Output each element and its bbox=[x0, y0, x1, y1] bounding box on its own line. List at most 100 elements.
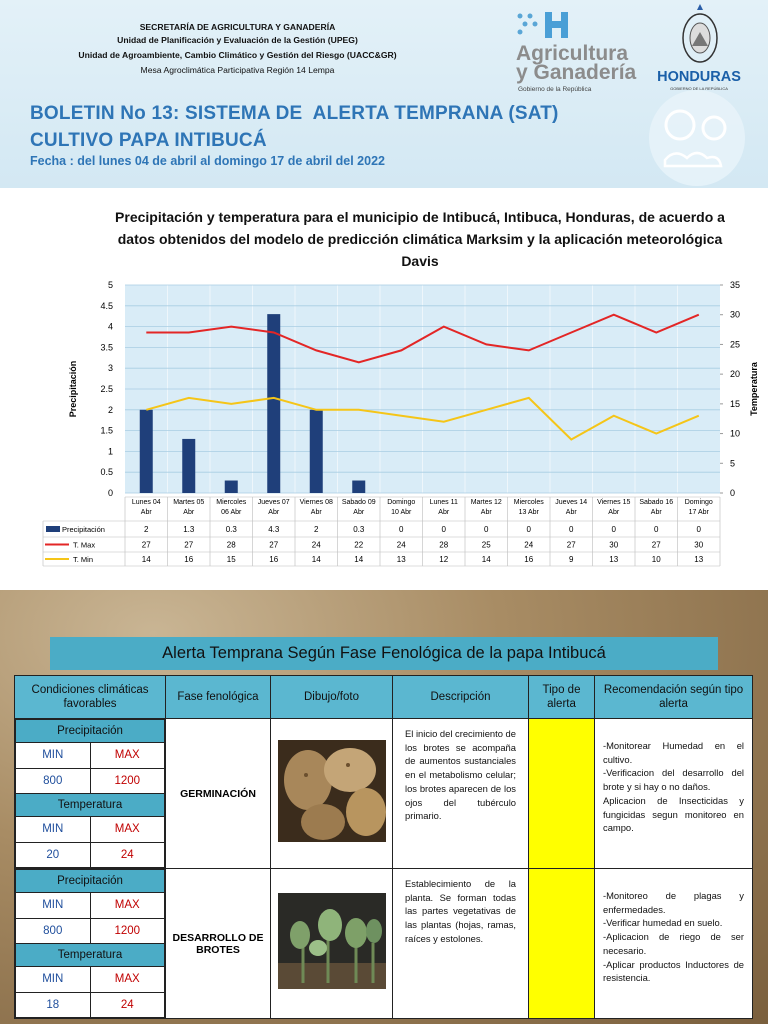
column-header: Dibujo/foto bbox=[270, 675, 393, 719]
y-tick-label: 4.5 bbox=[100, 301, 113, 311]
y2-tick-label: 20 bbox=[730, 369, 740, 379]
y-tick-label: 3 bbox=[108, 363, 113, 373]
min-label: MIN bbox=[15, 966, 91, 993]
recommendation-line: -Aplicar productos Inductores de resiste… bbox=[603, 958, 744, 984]
max-label: MAX bbox=[89, 892, 165, 919]
x-tick-label: Miercoles 13 Abr bbox=[513, 499, 544, 516]
category-cell: Viernes 15 Abr bbox=[597, 499, 631, 516]
bar bbox=[267, 314, 281, 493]
table-body: Precipitación MIN MAX 800 1200 Temperatura… bbox=[14, 718, 753, 1019]
temp-max: 24 bbox=[89, 841, 165, 868]
recommendation-line: -Aplicacion de riego de ser necesario. bbox=[603, 931, 744, 956]
table-value: 0 bbox=[442, 525, 447, 534]
column-header: Descripción bbox=[392, 675, 529, 719]
line bbox=[146, 313, 700, 364]
precip-max: 1200 bbox=[89, 917, 165, 944]
y2-tick-label: 0 bbox=[730, 488, 735, 498]
precip-min: 800 bbox=[15, 767, 91, 794]
bar bbox=[224, 480, 238, 493]
category-cell: Martes 12 Abr bbox=[470, 499, 502, 516]
header-band: SECRETARÍA DE AGRICULTURA Y GANADERÍA Un… bbox=[0, 0, 768, 188]
alert-cell bbox=[528, 718, 595, 869]
table-value: 2 bbox=[144, 525, 149, 534]
min-label: MIN bbox=[15, 892, 91, 919]
x-tick-label: Viernes 15 Abr bbox=[597, 499, 631, 516]
table-value: 2 bbox=[314, 525, 319, 534]
category-cell: Sabado 09 Abr bbox=[341, 499, 376, 516]
y2-tick-label: 15 bbox=[730, 399, 740, 409]
table-value: 9 bbox=[569, 555, 574, 564]
table-value: 30 bbox=[609, 541, 618, 550]
y-tick-label: 0.5 bbox=[100, 467, 113, 477]
table-value: 28 bbox=[439, 541, 448, 550]
y2-tick-label: 5 bbox=[730, 458, 735, 468]
cloud-decoration bbox=[649, 90, 745, 186]
y-tick-label: 1 bbox=[108, 446, 113, 456]
condition-label: Temperatura bbox=[15, 943, 165, 967]
table-value: 24 bbox=[397, 541, 406, 550]
condition-label: Precipitación bbox=[15, 869, 165, 893]
table-value: 15 bbox=[227, 555, 236, 564]
temp-max: 24 bbox=[89, 991, 165, 1018]
category-cell: Martes 05 Abr bbox=[173, 499, 205, 516]
header-line: SECRETARÍA DE AGRICULTURA Y GANADERÍA bbox=[139, 22, 336, 32]
category-cell: Miercoles 13 Abr bbox=[513, 499, 544, 516]
y2-tick-label: 10 bbox=[730, 429, 740, 439]
picture-cell bbox=[270, 718, 393, 869]
legend-label: T. Min bbox=[73, 555, 93, 564]
table-value: 14 bbox=[482, 555, 491, 564]
y-tick-label: 4 bbox=[108, 322, 113, 332]
x-tick-label: Lunes 04 Abr bbox=[131, 499, 161, 516]
table-value: 10 bbox=[652, 555, 661, 564]
potato-photo bbox=[277, 740, 386, 842]
header-line: Unidad de Agroambiente, Cambio Climático… bbox=[78, 50, 397, 60]
recommendation-cell: -Monitorear Humedad en el cultivo. -Verif… bbox=[594, 718, 753, 869]
table-title: Alerta Temprana Según Fase Fenológica de… bbox=[50, 637, 718, 670]
x-tick-label: Domingo 17 Abr bbox=[684, 499, 713, 516]
bar bbox=[139, 409, 153, 493]
category-cell: Lunes 04 Abr bbox=[131, 499, 161, 516]
table-value: 27 bbox=[652, 541, 661, 550]
y-tick-label: 1.5 bbox=[100, 426, 113, 436]
cloud-decoration bbox=[664, 109, 696, 141]
y-tick-label: 2 bbox=[108, 405, 113, 415]
recommendation-cell: -Monitoreo de plagas y enfermedades. -Ver… bbox=[594, 868, 753, 1019]
table-value: 0 bbox=[654, 525, 659, 534]
table-value: 13 bbox=[694, 555, 703, 564]
table-value: 14 bbox=[142, 555, 151, 564]
table-value: 13 bbox=[397, 555, 406, 564]
category-cell: Domingo 17 Abr bbox=[684, 499, 713, 516]
alert-cell bbox=[528, 868, 595, 1019]
table-value: 14 bbox=[312, 555, 321, 564]
x-tick-label: Sabado 09 Abr bbox=[341, 499, 376, 516]
table-value: 4.3 bbox=[268, 525, 280, 534]
x-tick-label: Sabado 16 Abr bbox=[639, 499, 674, 516]
phase-row: Precipitación MIN MAX 800 1200 Temperatura… bbox=[14, 868, 753, 1019]
bar bbox=[309, 409, 323, 493]
y-axis-title: Precipitación bbox=[68, 361, 78, 418]
y2-tick-label: 25 bbox=[730, 339, 740, 349]
category-cell: Lunes 11 Abr bbox=[430, 499, 458, 516]
x-tick-label: Miercoles 06 Abr bbox=[216, 499, 247, 516]
column-header: Condiciones climáticas favorables bbox=[14, 675, 166, 719]
table-value: 14 bbox=[354, 555, 363, 564]
category-cell: Jueves 14 Abr bbox=[555, 499, 587, 516]
category-cell: Domingo 10 Abr bbox=[387, 499, 415, 516]
x-tick-label: Martes 05 Abr bbox=[173, 499, 205, 516]
category-cell: Miercoles 06 Abr bbox=[216, 499, 247, 516]
cloud-decoration bbox=[663, 151, 723, 168]
temp-min: 20 bbox=[15, 841, 91, 868]
conditions-cell: Precipitación MIN MAX 800 1200 Temperatura… bbox=[14, 868, 166, 1019]
logo-text: Agricultura bbox=[516, 42, 628, 65]
logos: Agricultura y Ganadería Gobierno de la R… bbox=[516, 4, 745, 186]
y-tick-label: 5 bbox=[108, 280, 113, 290]
min-label: MIN bbox=[15, 816, 91, 843]
category-cell: Sabado 16 Abr bbox=[639, 499, 674, 516]
x-tick-label: Martes 12 Abr bbox=[470, 499, 502, 516]
bar bbox=[352, 480, 366, 493]
phase-cell: GERMINACIÓN bbox=[165, 718, 271, 869]
precip-min: 800 bbox=[15, 917, 91, 944]
max-label: MAX bbox=[89, 816, 165, 843]
column-header: Fase fenológica bbox=[165, 675, 271, 719]
